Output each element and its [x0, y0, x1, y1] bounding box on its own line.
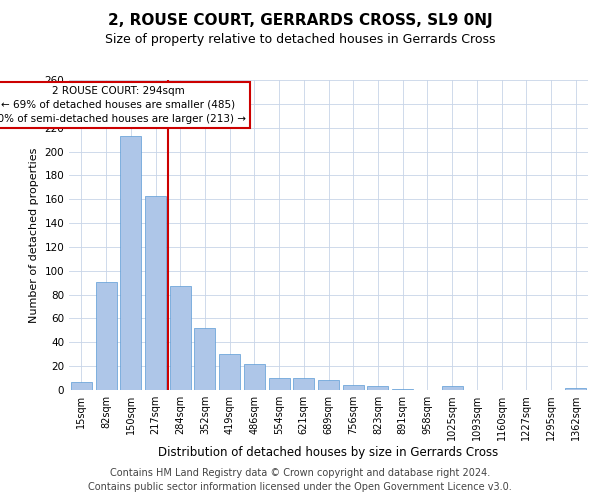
Bar [244, 364, 265, 390]
Text: Size of property relative to detached houses in Gerrards Cross: Size of property relative to detached ho… [105, 32, 495, 46]
Bar [318, 380, 339, 390]
Bar [120, 136, 141, 390]
Text: 2 ROUSE COURT: 294sqm
← 69% of detached houses are smaller (485)
30% of semi-det: 2 ROUSE COURT: 294sqm ← 69% of detached … [0, 86, 246, 124]
Y-axis label: Number of detached properties: Number of detached properties [29, 148, 39, 322]
Bar [269, 378, 290, 390]
Bar [219, 354, 240, 390]
Bar [71, 382, 92, 390]
Bar [170, 286, 191, 390]
Bar [392, 389, 413, 390]
X-axis label: Distribution of detached houses by size in Gerrards Cross: Distribution of detached houses by size … [158, 446, 499, 459]
Bar [293, 378, 314, 390]
Bar [145, 196, 166, 390]
Text: 2, ROUSE COURT, GERRARDS CROSS, SL9 0NJ: 2, ROUSE COURT, GERRARDS CROSS, SL9 0NJ [107, 12, 493, 28]
Bar [194, 328, 215, 390]
Text: Contains public sector information licensed under the Open Government Licence v3: Contains public sector information licen… [88, 482, 512, 492]
Bar [367, 386, 388, 390]
Bar [95, 282, 116, 390]
Bar [442, 386, 463, 390]
Bar [343, 385, 364, 390]
Bar [565, 388, 586, 390]
Text: Contains HM Land Registry data © Crown copyright and database right 2024.: Contains HM Land Registry data © Crown c… [110, 468, 490, 477]
